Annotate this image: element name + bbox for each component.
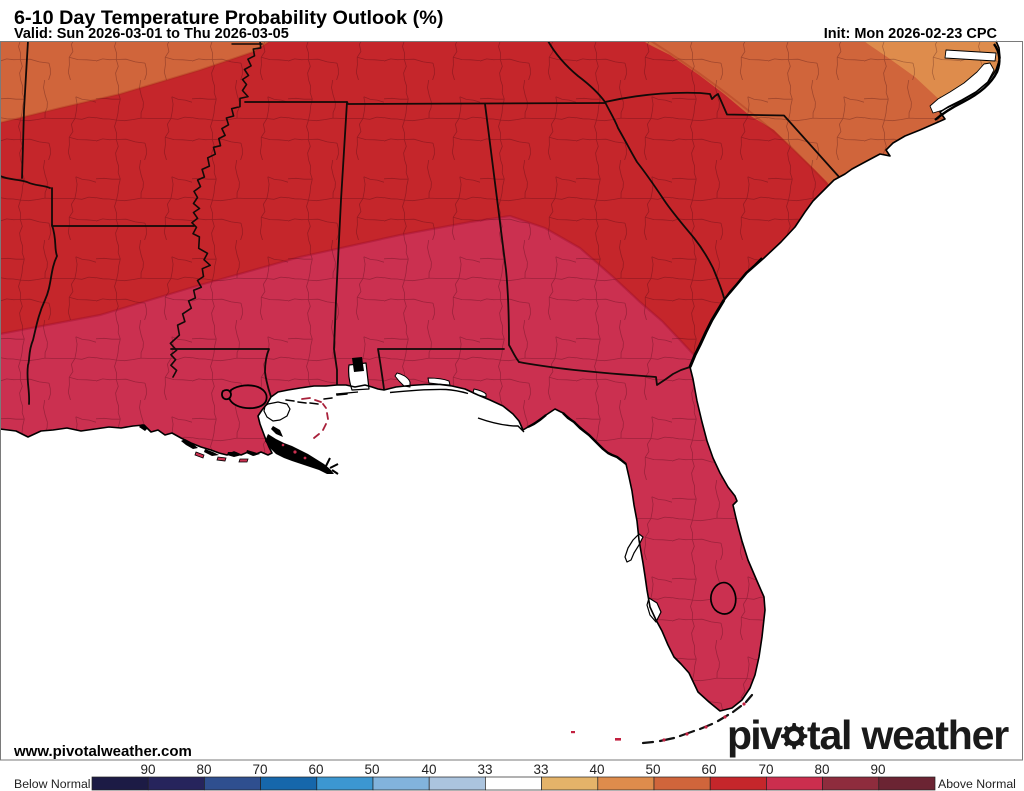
svg-text:50: 50 bbox=[645, 762, 660, 777]
svg-text:Valid: Sun 2026-03-01 to Thu 2: Valid: Sun 2026-03-01 to Thu 2026-03-05 bbox=[14, 26, 289, 42]
svg-text:33: 33 bbox=[533, 762, 548, 777]
svg-text:40: 40 bbox=[421, 762, 436, 777]
svg-text:90: 90 bbox=[140, 762, 155, 777]
svg-text:80: 80 bbox=[814, 762, 829, 777]
svg-text:40: 40 bbox=[589, 762, 604, 777]
svg-text:33: 33 bbox=[477, 762, 492, 777]
svg-text:Below Normal: Below Normal bbox=[14, 777, 91, 791]
svg-text:80: 80 bbox=[196, 762, 211, 777]
svg-text:Init: Mon 2026-02-23 CPC: Init: Mon 2026-02-23 CPC bbox=[824, 26, 998, 42]
svg-text:60: 60 bbox=[308, 762, 323, 777]
svg-text:70: 70 bbox=[252, 762, 267, 777]
svg-text:piv: piv bbox=[727, 712, 783, 758]
svg-text:50: 50 bbox=[364, 762, 379, 777]
svg-text:www.pivotalweather.com: www.pivotalweather.com bbox=[13, 743, 192, 760]
svg-text:60: 60 bbox=[701, 762, 716, 777]
svg-text:tal weather: tal weather bbox=[807, 712, 1009, 758]
svg-text:Above Normal: Above Normal bbox=[938, 777, 1016, 791]
svg-text:70: 70 bbox=[758, 762, 773, 777]
svg-text:90: 90 bbox=[870, 762, 885, 777]
svg-text:6-10 Day Temperature Probabili: 6-10 Day Temperature Probability Outlook… bbox=[14, 7, 443, 29]
